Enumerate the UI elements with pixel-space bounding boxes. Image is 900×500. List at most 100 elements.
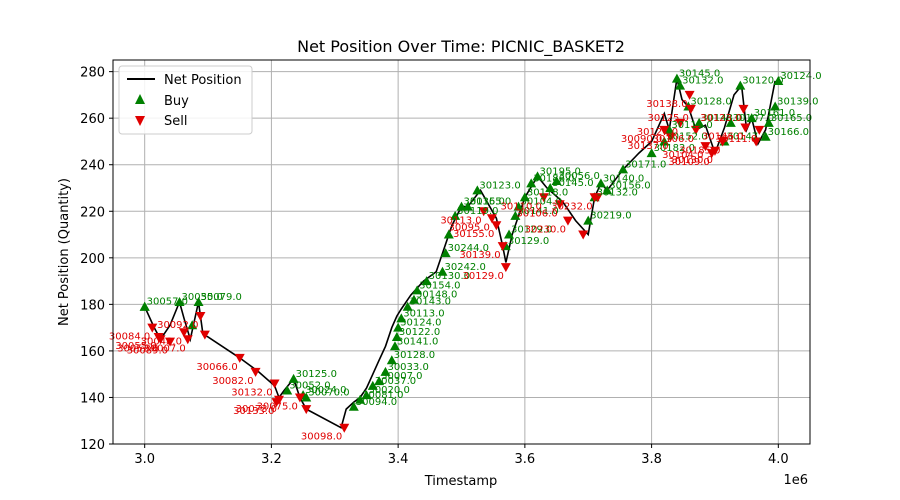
sell-annotation: 30138.0 bbox=[646, 99, 687, 110]
buy-marker bbox=[450, 210, 461, 220]
buy-marker bbox=[519, 192, 530, 202]
sell-annotation: 30111.0 bbox=[716, 134, 757, 145]
buy-marker bbox=[355, 394, 366, 404]
buy-marker bbox=[380, 366, 391, 376]
buy-marker bbox=[659, 136, 670, 146]
buy-marker bbox=[664, 124, 675, 134]
sell-marker bbox=[294, 393, 305, 403]
buy-annotation: 30057.0 bbox=[147, 297, 188, 308]
buy-annotation: 30154.0 bbox=[419, 280, 460, 291]
buy-marker bbox=[440, 248, 451, 258]
buy-marker bbox=[282, 385, 293, 395]
buy-marker bbox=[389, 341, 400, 351]
buy-annotation: 30129.0 bbox=[511, 225, 552, 236]
buy-annotation: 30186.0 bbox=[533, 173, 574, 184]
buy-annotation: 30156.0 bbox=[609, 180, 650, 191]
buy-marker bbox=[526, 178, 537, 188]
sell-annotation: 30106.0 bbox=[653, 134, 694, 145]
y-tick-label: 200 bbox=[80, 252, 105, 267]
buy-annotation: 30242.0 bbox=[444, 262, 485, 273]
buy-annotation: 30124.0 bbox=[780, 71, 821, 82]
buy-annotation: 30219.0 bbox=[590, 211, 631, 222]
sell-annotation: 30232.0 bbox=[551, 201, 592, 212]
legend: Net Position Buy Sell bbox=[118, 65, 253, 135]
sell-annotation: 30130.0 bbox=[672, 155, 713, 166]
sell-marker bbox=[339, 423, 350, 433]
buy-annotation: 30124.0 bbox=[400, 318, 441, 329]
sell-annotation: 30129.0 bbox=[462, 271, 503, 282]
y-tick-label: 240 bbox=[80, 159, 105, 174]
buy-marker bbox=[773, 75, 784, 85]
buy-marker bbox=[396, 313, 407, 323]
x-tick-label: 3.4 bbox=[388, 452, 409, 467]
buy-marker bbox=[694, 117, 705, 127]
buy-annotation: 30132.0 bbox=[597, 187, 638, 198]
sell-marker bbox=[250, 367, 261, 377]
buy-marker bbox=[770, 101, 781, 111]
sell-marker bbox=[700, 142, 711, 152]
buy-marker bbox=[193, 297, 204, 307]
buy-annotation: 30147.0 bbox=[726, 131, 767, 142]
buy-annotation: 30132.0 bbox=[682, 76, 723, 87]
buy-marker bbox=[437, 266, 448, 276]
sell-marker bbox=[234, 353, 245, 363]
sell-marker bbox=[491, 221, 502, 231]
buy-annotation: 30024.0 bbox=[305, 385, 346, 396]
sell-annotation: 30133.0 bbox=[233, 406, 274, 417]
buy-annotation: 30141.0 bbox=[517, 206, 558, 217]
sell-marker bbox=[301, 405, 312, 415]
sell-marker bbox=[738, 104, 749, 114]
buy-marker bbox=[735, 80, 746, 90]
legend-box bbox=[118, 65, 253, 135]
buy-annotation: 30119.0 bbox=[457, 206, 498, 217]
buy-marker bbox=[671, 73, 682, 83]
sell-annotation: 30052.0 bbox=[117, 343, 158, 354]
buy-annotation: 30007.0 bbox=[381, 371, 422, 382]
sell-marker bbox=[182, 335, 193, 345]
sell-annotation: 30230.0 bbox=[525, 225, 566, 236]
sell-annotation: 30082.0 bbox=[212, 376, 253, 387]
sell-marker bbox=[717, 137, 728, 147]
x-axis-offset-label: 1e6 bbox=[783, 473, 808, 488]
legend-buy-marker bbox=[135, 94, 145, 104]
buy-annotation: 30182.0 bbox=[654, 143, 695, 154]
buy-annotation: 30141.0 bbox=[397, 336, 438, 347]
sell-marker bbox=[147, 323, 158, 333]
buy-marker bbox=[618, 164, 629, 174]
buy-annotation: 30152.0 bbox=[666, 131, 707, 142]
sell-annotation: 30132.0 bbox=[231, 387, 272, 398]
legend-sell-marker bbox=[135, 116, 145, 126]
buy-marker bbox=[391, 331, 402, 341]
sell-annotation: 30139.0 bbox=[459, 250, 500, 261]
buy-annotation: 30130.0 bbox=[429, 271, 470, 282]
sell-marker bbox=[659, 125, 670, 135]
sell-annotation: 30106.0 bbox=[516, 208, 557, 219]
sell-marker bbox=[754, 125, 765, 135]
sell-marker bbox=[497, 242, 508, 252]
buy-annotation: 30111.0 bbox=[671, 120, 712, 131]
buy-marker bbox=[513, 201, 524, 211]
sell-annotation: 30073.0 bbox=[236, 404, 277, 415]
sell-marker bbox=[153, 332, 164, 342]
sell-annotation: 30146.0 bbox=[702, 131, 743, 142]
sell-annotation: 30098.0 bbox=[301, 432, 342, 443]
sell-annotation: 30127.0 bbox=[637, 127, 678, 138]
buy-annotation: 30113.0 bbox=[403, 308, 444, 319]
sell-annotation: 30092.0 bbox=[157, 320, 198, 331]
buy-annotation: 30244.0 bbox=[448, 243, 489, 254]
buy-annotation: 30055.0 bbox=[182, 292, 223, 303]
buy-annotation: 30033.0 bbox=[387, 362, 428, 373]
y-tick-label: 280 bbox=[80, 66, 105, 81]
x-axis-ticks: 3.0 3.2 3.4 3.6 3.8 4.0 bbox=[134, 444, 789, 467]
buy-marker bbox=[602, 185, 613, 195]
sell-annotation: 30084.0 bbox=[109, 332, 150, 343]
sell-marker bbox=[665, 132, 676, 142]
buy-marker bbox=[462, 201, 473, 211]
y-tick-label: 160 bbox=[80, 345, 105, 360]
buy-annotation: 30070.0 bbox=[308, 387, 349, 398]
buy-marker bbox=[348, 401, 359, 411]
sell-annotation: 30075.0 bbox=[257, 401, 298, 412]
sell-annotation: 30123.0 bbox=[700, 113, 741, 124]
plot-frame bbox=[112, 59, 811, 445]
buy-marker bbox=[763, 117, 774, 127]
